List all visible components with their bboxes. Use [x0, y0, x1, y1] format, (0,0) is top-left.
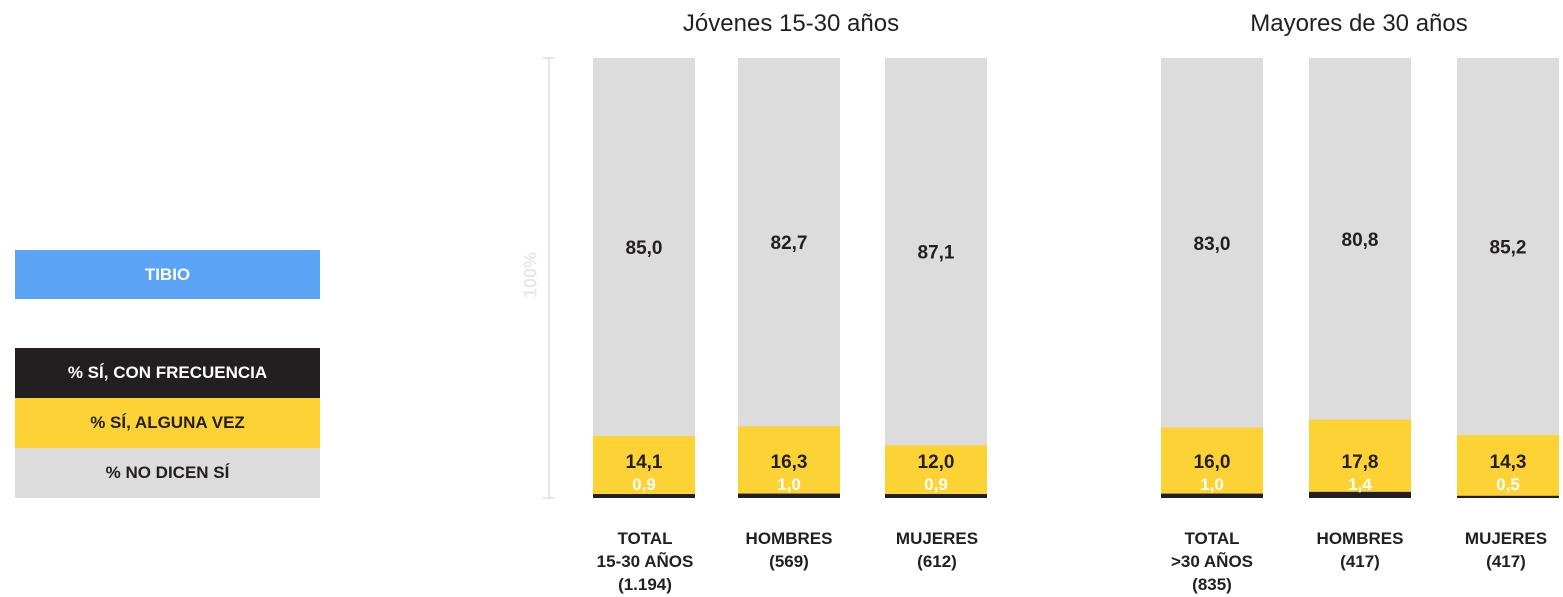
bar-frecuencia [738, 493, 840, 498]
value-label-frecuencia: 1,0 [777, 475, 801, 494]
category-label-hombres-mayores: HOMBRES (417) [1316, 529, 1404, 571]
bar-alguna-vez [1457, 435, 1559, 498]
bar-no-dicen [885, 58, 987, 498]
y-axis [543, 57, 555, 499]
value-label-frecuencia: 0,9 [924, 475, 948, 494]
value-label-alguna-vez: 14,1 [626, 452, 663, 473]
category-label-hombres-jovenes: HOMBRES (569) [745, 529, 833, 571]
legend-alguna-vez-label: % SÍ, ALGUNA VEZ [90, 413, 245, 432]
value-label-frecuencia: 1,0 [1200, 475, 1224, 494]
value-label-no-dicen: 80,8 [1342, 230, 1379, 251]
bar-alguna-vez [1161, 427, 1263, 498]
group-title-mayores: Mayores de 30 años [1250, 10, 1468, 37]
category-label-mujeres-jovenes: MUJERES (612) [895, 529, 979, 571]
value-label-alguna-vez: 16,0 [1194, 452, 1231, 473]
value-label-alguna-vez: 14,3 [1490, 452, 1527, 473]
value-label-frecuencia: 1,4 [1348, 475, 1372, 494]
bar-frecuencia [1309, 491, 1411, 498]
legend-no-dicen: % NO DICEN SÍ [15, 448, 320, 498]
category-label-total-jovenes: TOTAL 15-30 AÑOS (1.194) [596, 529, 694, 594]
legend-tibio-label: TIBIO [144, 264, 191, 284]
group-title-jovenes: Jóvenes 15-30 años [682, 10, 900, 37]
bar-no-dicen [1161, 58, 1263, 498]
category-label-total-mayores: TOTAL >30 AÑOS (835) [1170, 529, 1254, 594]
bar-no-dicen [738, 58, 840, 498]
value-label-alguna-vez: 12,0 [918, 452, 955, 473]
value-label-no-dicen: 85,0 [626, 238, 663, 259]
value-label-alguna-vez: 16,3 [771, 452, 808, 473]
legend-no-dicen-label: % NO DICEN SÍ [105, 463, 230, 482]
bar-alguna-vez [885, 445, 987, 498]
legend-alguna-vez: % SÍ, ALGUNA VEZ [15, 398, 320, 448]
bar-no-dicen [1457, 58, 1559, 498]
bar-frecuencia [1457, 495, 1559, 498]
value-label-alguna-vez: 17,8 [1342, 452, 1379, 473]
bar-no-dicen [593, 58, 695, 498]
bar-alguna-vez [593, 435, 695, 498]
bar-alguna-vez [738, 426, 840, 498]
bars [593, 58, 1559, 498]
legend-frecuencia: % SÍ, CON FRECUENCIA [15, 348, 320, 398]
value-label-no-dicen: 85,2 [1490, 238, 1527, 259]
legend-frecuencia-label: % SÍ, CON FRECUENCIA [67, 363, 268, 382]
value-label-no-dicen: 87,1 [918, 243, 955, 264]
bar-frecuencia [1161, 493, 1263, 498]
category-label-mujeres-mayores: MUJERES (417) [1464, 529, 1548, 571]
value-label-no-dicen: 83,0 [1194, 234, 1231, 255]
bar-frecuencia [885, 494, 987, 498]
value-label-frecuencia: 0,9 [632, 475, 656, 494]
value-label-frecuencia: 0,5 [1496, 475, 1520, 494]
legend-tibio: TIBIO [15, 250, 320, 299]
bar-alguna-vez [1309, 419, 1411, 498]
value-labels: 85,0 14,1 0,9 82,7 16,3 1,0 87,1 12,0 0,9 83,0 16,… [626, 230, 1527, 494]
value-label-no-dicen: 82,7 [771, 233, 808, 254]
bar-frecuencia [593, 494, 695, 498]
